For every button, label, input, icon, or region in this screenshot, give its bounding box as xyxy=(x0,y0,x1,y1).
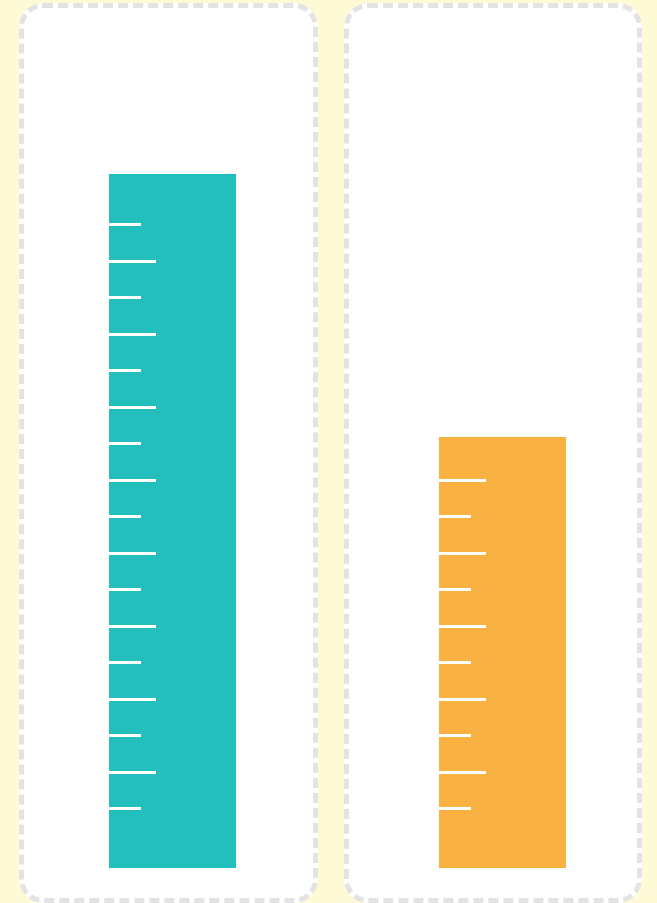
measure-bar-right xyxy=(439,437,566,868)
tick-mark xyxy=(109,296,141,299)
tick-mark xyxy=(439,624,486,628)
tick-mark xyxy=(109,405,156,409)
tick-mark xyxy=(439,588,471,591)
tick-mark xyxy=(109,807,141,810)
tick-mark xyxy=(109,332,156,336)
tick-mark xyxy=(439,697,486,701)
tick-mark xyxy=(109,442,141,445)
tick-mark xyxy=(439,661,471,664)
tick-mark xyxy=(109,588,141,591)
tick-mark xyxy=(109,259,156,263)
tick-mark xyxy=(109,624,156,628)
tick-mark xyxy=(439,515,471,518)
tick-mark xyxy=(109,661,141,664)
tick-mark xyxy=(439,734,471,737)
tick-mark xyxy=(439,807,471,810)
tick-mark xyxy=(109,770,156,774)
tick-mark xyxy=(109,515,141,518)
tick-mark xyxy=(109,551,156,555)
tick-mark xyxy=(109,478,156,482)
tick-mark xyxy=(109,369,141,372)
tick-mark xyxy=(109,223,141,226)
measure-bar-left xyxy=(109,174,236,868)
tick-mark xyxy=(109,697,156,701)
tick-mark xyxy=(439,551,486,555)
tick-mark xyxy=(109,734,141,737)
tick-mark xyxy=(439,478,486,482)
tick-mark xyxy=(439,770,486,774)
